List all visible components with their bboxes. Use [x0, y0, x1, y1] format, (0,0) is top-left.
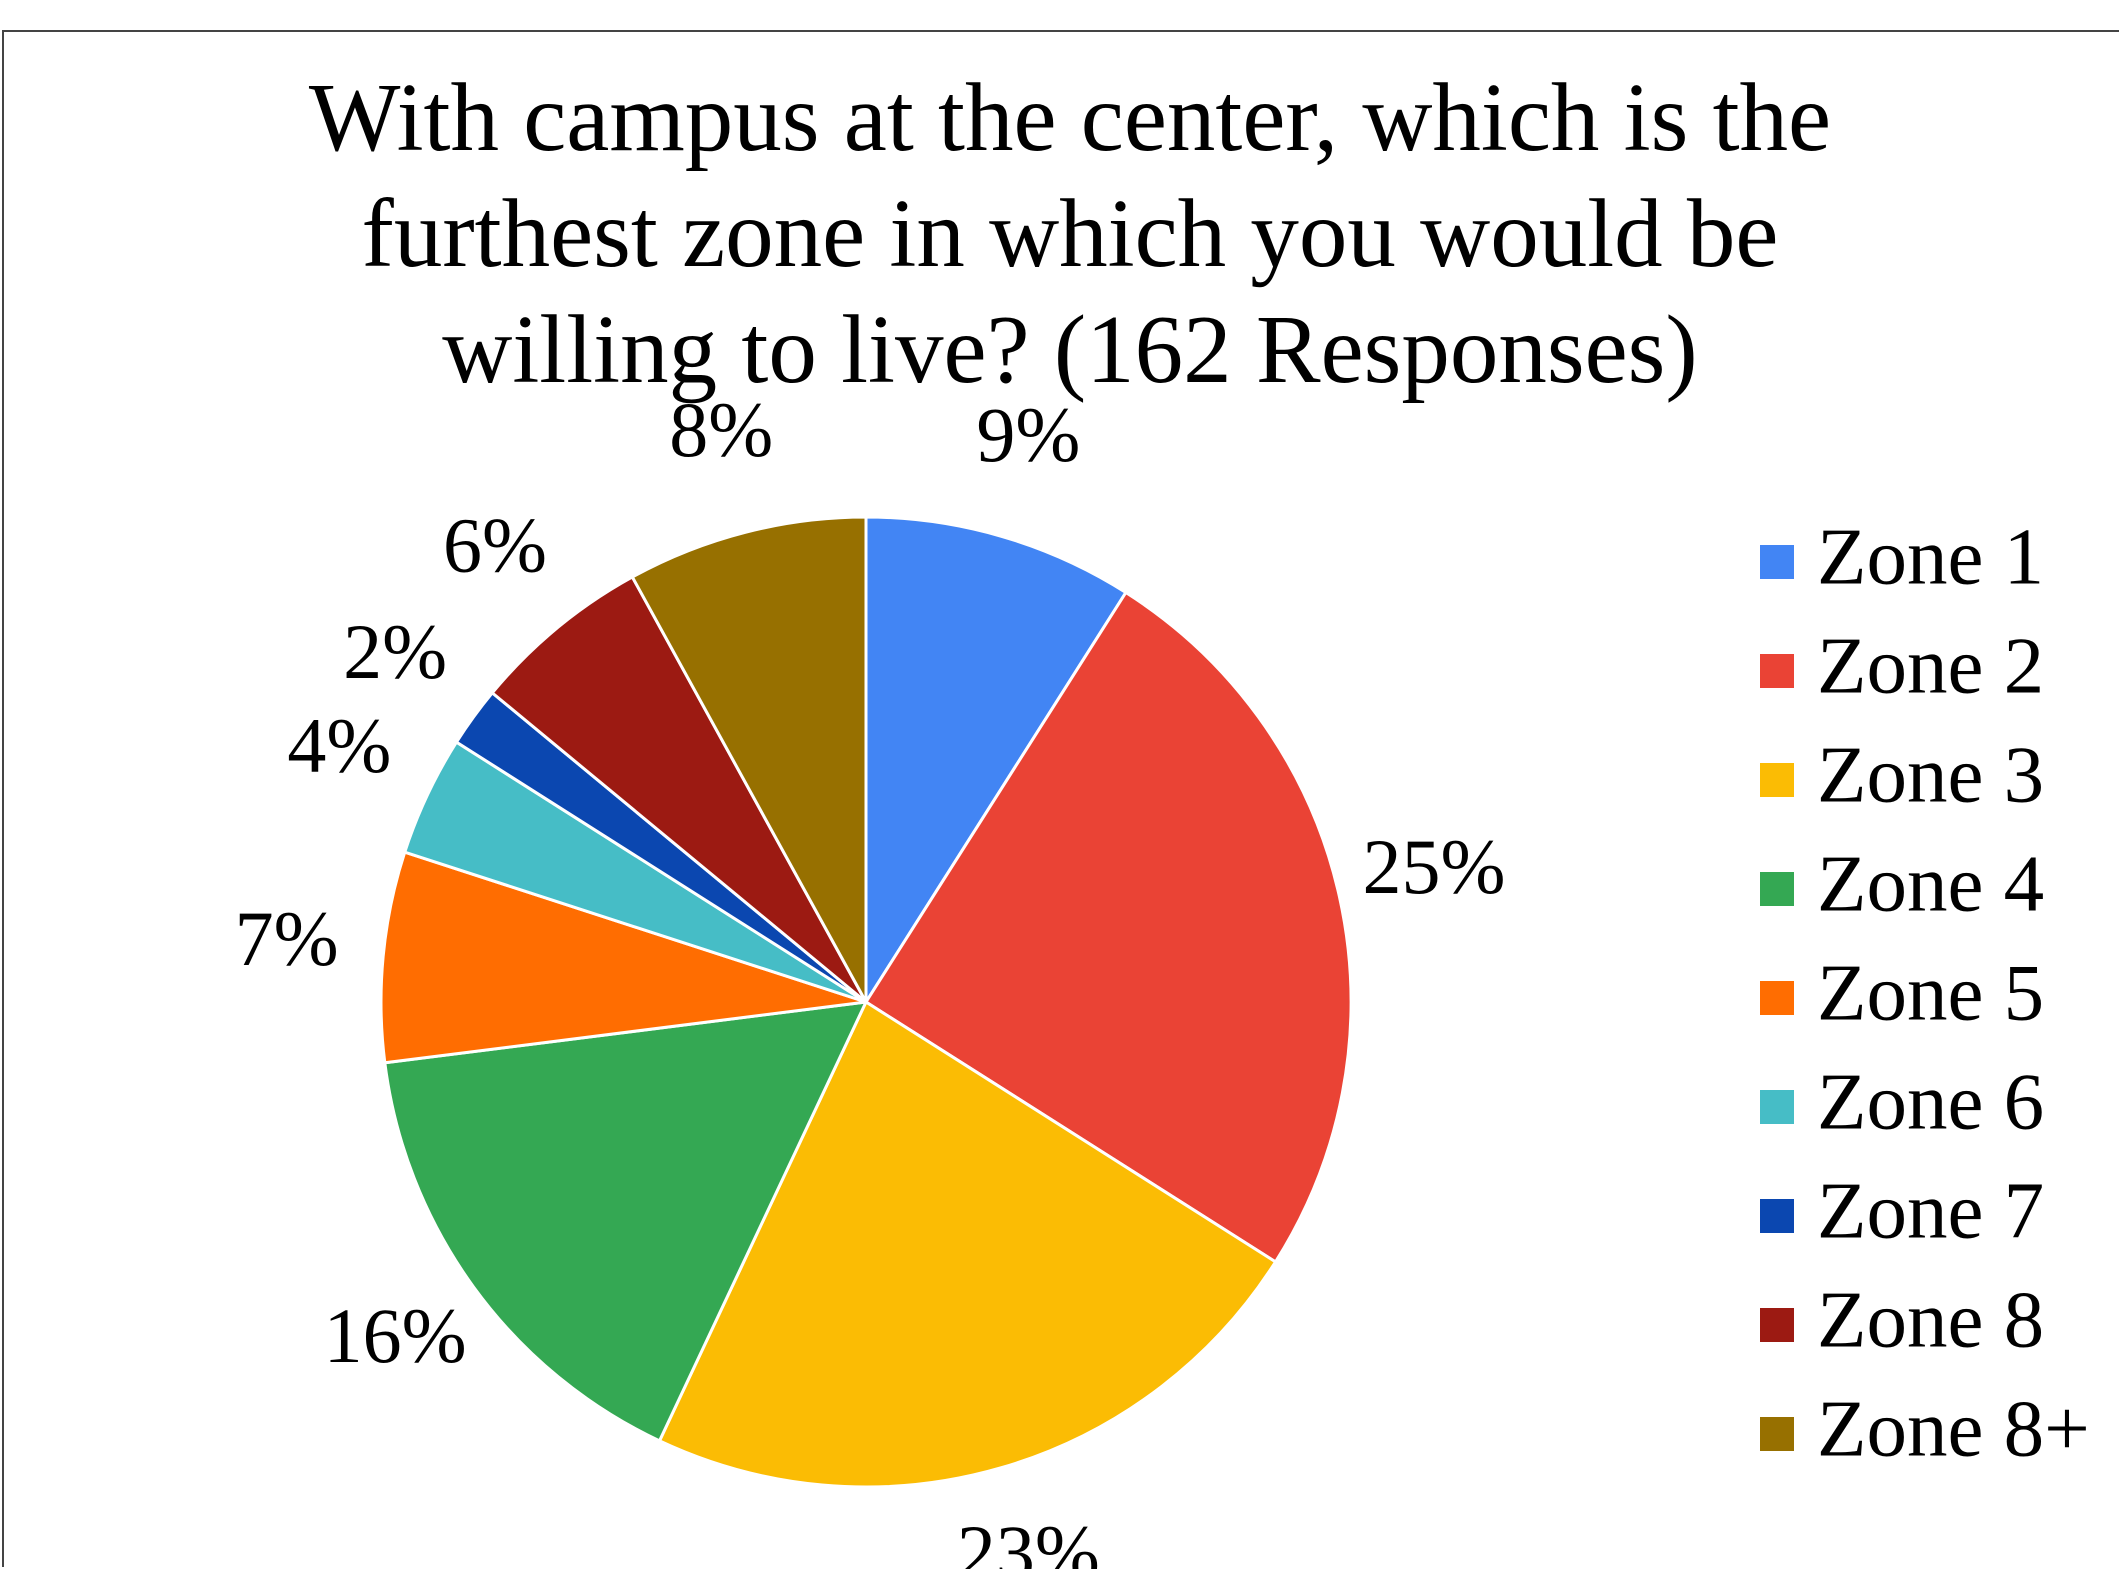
data-label: 9%	[976, 391, 1080, 478]
pie-slice	[379, 850, 867, 1065]
legend-label: Zone 8+	[1817, 1384, 2090, 1474]
legend-swatch	[1760, 981, 1794, 1015]
data-label: 7%	[235, 895, 339, 982]
legend-swatch	[1760, 1417, 1794, 1451]
legend-label: Zone 1	[1817, 512, 2044, 602]
chart-title: With campus at the center, which is the …	[308, 64, 1832, 403]
pie-slice	[383, 1000, 869, 1443]
legend-swatch	[1760, 1090, 1794, 1124]
chart-frame	[2, 30, 2119, 1567]
legend-label: Zone 5	[1817, 948, 2044, 1038]
pie-slice	[863, 590, 1353, 1264]
legend-swatch	[1760, 1199, 1794, 1233]
data-label: 23%	[957, 1509, 1100, 1569]
legend-swatch	[1760, 763, 1794, 797]
legend-label: Zone 6	[1817, 1057, 2044, 1147]
legend-label: Zone 7	[1817, 1166, 2044, 1256]
legend-label: Zone 2	[1817, 621, 2044, 711]
legend-swatch	[1760, 1308, 1794, 1342]
data-label: 16%	[324, 1292, 467, 1379]
pie-slice	[657, 999, 1278, 1489]
legend-label: Zone 8	[1817, 1275, 2044, 1365]
legend-swatch	[1760, 872, 1794, 906]
legend-swatch	[1760, 654, 1794, 688]
pie-slice	[864, 515, 1128, 1008]
data-label: 8%	[669, 386, 773, 473]
pie-slice	[490, 574, 868, 1004]
data-label: 25%	[1362, 823, 1505, 910]
pie-slice	[630, 515, 868, 1003]
data-label: 4%	[287, 702, 391, 789]
legend-swatch	[1760, 545, 1794, 579]
data-label: 2%	[343, 608, 447, 695]
legend-label: Zone 4	[1817, 839, 2044, 929]
legend-label: Zone 3	[1817, 730, 2044, 820]
data-label: 6%	[443, 501, 547, 588]
